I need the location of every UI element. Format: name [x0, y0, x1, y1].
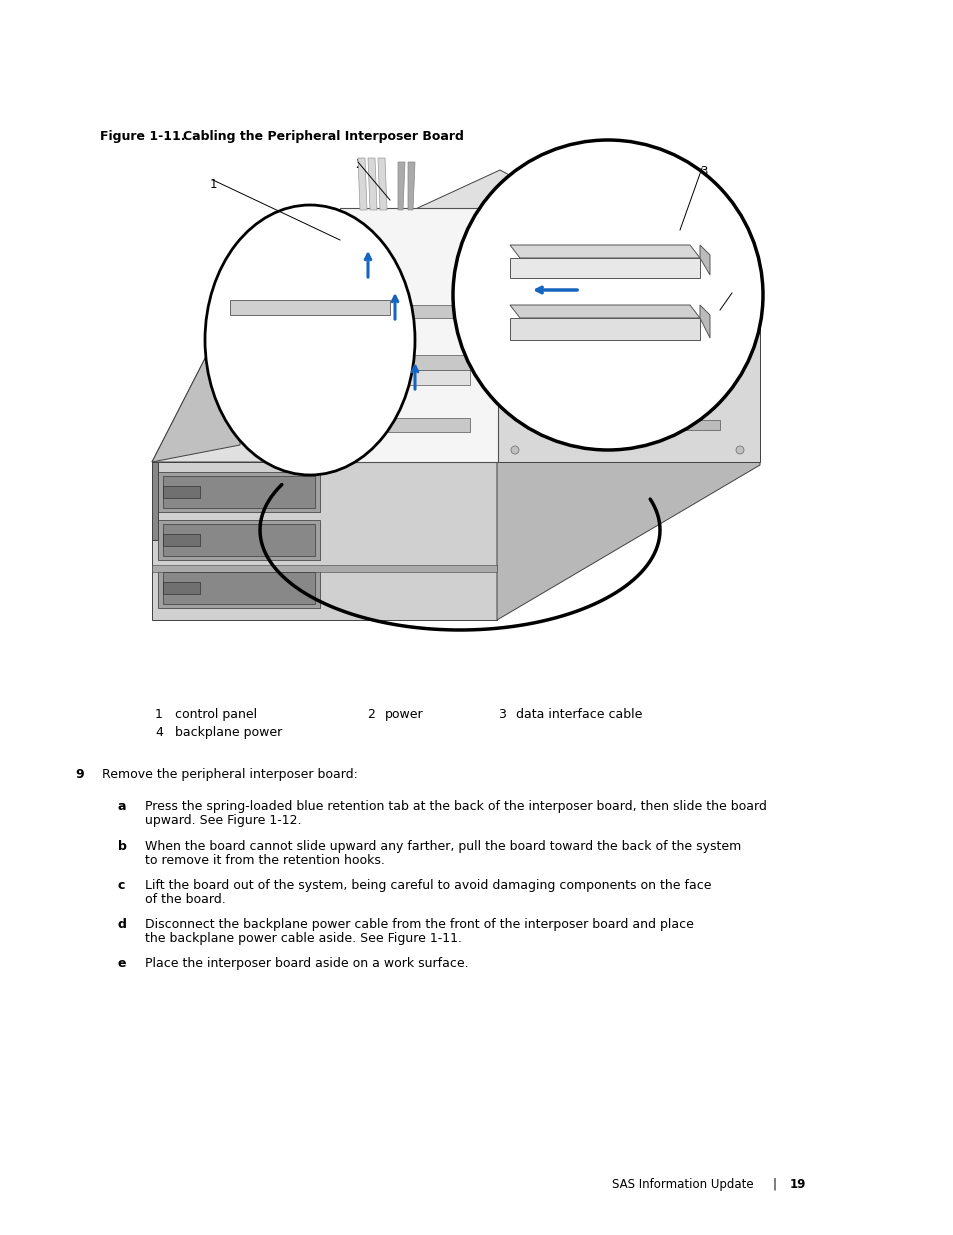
- Polygon shape: [365, 370, 470, 385]
- Polygon shape: [368, 158, 376, 210]
- Polygon shape: [365, 417, 470, 432]
- Text: of the board.: of the board.: [145, 893, 226, 906]
- Text: data interface cable: data interface cable: [516, 708, 641, 721]
- Polygon shape: [152, 170, 760, 462]
- Text: 19: 19: [789, 1178, 805, 1191]
- Polygon shape: [163, 534, 200, 546]
- Polygon shape: [497, 310, 760, 620]
- Text: Figure 1-11.: Figure 1-11.: [100, 130, 185, 143]
- Polygon shape: [339, 207, 497, 462]
- Text: 1: 1: [154, 708, 163, 721]
- Polygon shape: [163, 582, 200, 594]
- Text: a: a: [118, 800, 127, 813]
- Text: backplane power: backplane power: [174, 726, 282, 739]
- Circle shape: [511, 446, 518, 454]
- Polygon shape: [357, 158, 367, 210]
- Text: Lift the board out of the system, being careful to avoid damaging components on : Lift the board out of the system, being …: [145, 879, 711, 892]
- Polygon shape: [163, 572, 314, 604]
- Polygon shape: [397, 162, 405, 210]
- Polygon shape: [365, 305, 470, 317]
- Polygon shape: [152, 462, 158, 540]
- Polygon shape: [510, 258, 700, 278]
- Text: Place the interposer board aside on a work surface.: Place the interposer board aside on a wo…: [145, 957, 468, 969]
- Text: |: |: [772, 1178, 776, 1191]
- Polygon shape: [365, 354, 470, 370]
- Text: 2: 2: [355, 158, 362, 170]
- Text: 1: 1: [210, 178, 217, 191]
- Text: e: e: [118, 957, 127, 969]
- Ellipse shape: [205, 205, 415, 475]
- Polygon shape: [158, 520, 319, 559]
- Circle shape: [511, 291, 518, 299]
- Text: the backplane power cable aside. See Figure 1-11.: the backplane power cable aside. See Fig…: [145, 932, 461, 945]
- Text: Cabling the Peripheral Interposer Board: Cabling the Peripheral Interposer Board: [183, 130, 463, 143]
- Polygon shape: [158, 568, 319, 608]
- Polygon shape: [555, 420, 720, 430]
- Text: 2: 2: [367, 708, 375, 721]
- Text: 3: 3: [497, 708, 505, 721]
- Polygon shape: [510, 317, 700, 340]
- Polygon shape: [377, 158, 387, 210]
- Text: control panel: control panel: [174, 708, 257, 721]
- Polygon shape: [152, 462, 497, 620]
- Text: upward. See Figure 1-12.: upward. See Figure 1-12.: [145, 814, 301, 827]
- Text: power: power: [385, 708, 423, 721]
- Polygon shape: [163, 475, 314, 508]
- Polygon shape: [152, 290, 240, 462]
- Text: Disconnect the backplane power cable from the front of the interposer board and : Disconnect the backplane power cable fro…: [145, 918, 693, 931]
- Polygon shape: [158, 472, 319, 513]
- Text: When the board cannot slide upward any farther, pull the board toward the back o: When the board cannot slide upward any f…: [145, 840, 740, 853]
- Polygon shape: [510, 245, 700, 258]
- Text: 9: 9: [75, 768, 84, 781]
- Polygon shape: [230, 300, 390, 315]
- Text: Remove the peripheral interposer board:: Remove the peripheral interposer board:: [102, 768, 357, 781]
- Polygon shape: [163, 487, 200, 498]
- Polygon shape: [408, 162, 415, 210]
- Circle shape: [735, 446, 743, 454]
- Polygon shape: [700, 305, 709, 338]
- Text: 4: 4: [729, 290, 737, 303]
- Circle shape: [453, 140, 762, 450]
- Polygon shape: [497, 280, 760, 462]
- Text: c: c: [118, 879, 125, 892]
- Polygon shape: [700, 245, 709, 275]
- Polygon shape: [510, 305, 700, 317]
- Text: Press the spring-loaded blue retention tab at the back of the interposer board, : Press the spring-loaded blue retention t…: [145, 800, 766, 813]
- Polygon shape: [152, 564, 497, 572]
- Circle shape: [735, 291, 743, 299]
- Text: 3: 3: [700, 165, 706, 178]
- Text: d: d: [118, 918, 127, 931]
- Text: 4: 4: [154, 726, 163, 739]
- Text: SAS Information Update: SAS Information Update: [612, 1178, 753, 1191]
- Text: b: b: [118, 840, 127, 853]
- Text: to remove it from the retention hooks.: to remove it from the retention hooks.: [145, 853, 384, 867]
- Polygon shape: [163, 524, 314, 556]
